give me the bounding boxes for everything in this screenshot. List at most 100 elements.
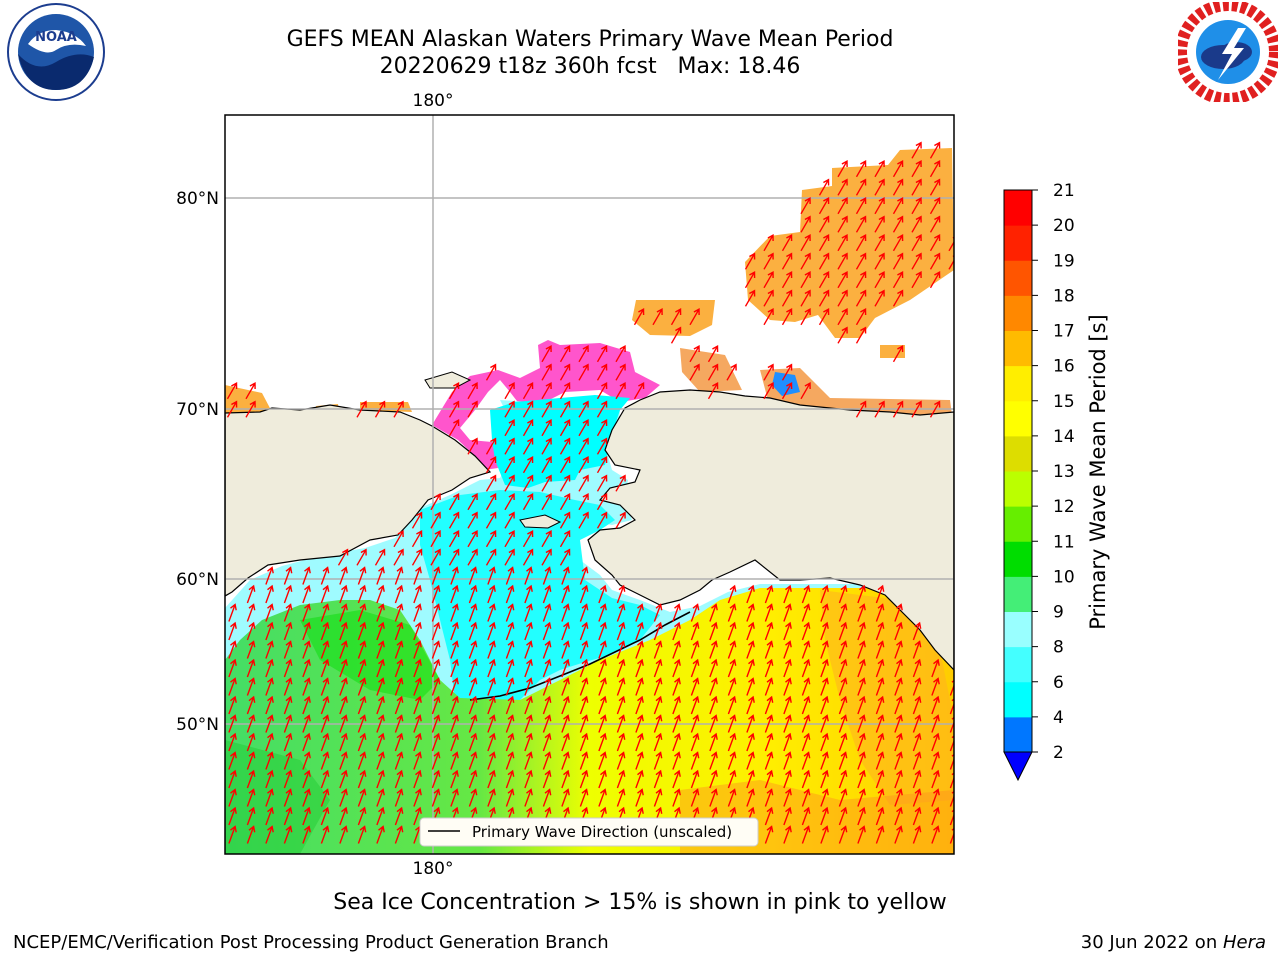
wave-arrow-icon — [874, 160, 885, 178]
wave-arrow-icon — [320, 769, 330, 789]
title-line-1: GEFS MEAN Alaskan Waters Primary Wave Me… — [286, 27, 894, 52]
wave-arrow-icon — [413, 640, 422, 659]
wave-arrow-icon — [578, 363, 589, 381]
wave-arrow-icon — [468, 621, 478, 641]
wave-arrow-icon — [838, 621, 848, 641]
wave-arrow-icon — [763, 289, 774, 307]
wave-arrow-icon — [265, 677, 274, 696]
wave-arrow-icon — [764, 732, 774, 752]
wave-arrow-icon — [764, 788, 774, 807]
wave-arrow-icon — [357, 825, 367, 844]
wave-arrow-icon — [912, 732, 922, 752]
legend-label: Primary Wave Direction (unscaled) — [472, 823, 732, 841]
wave-arrow-icon — [302, 732, 311, 752]
wave-arrow-icon — [820, 788, 829, 807]
map-area: Primary Wave Direction (unscaled) — [225, 115, 954, 854]
wave-arrow-icon — [911, 400, 922, 418]
wave-arrow-icon — [579, 603, 589, 622]
wave-arrow-icon — [542, 566, 552, 585]
lat-label-80n: 80°N — [176, 189, 219, 209]
wave-arrow-icon — [838, 658, 848, 678]
colorbar-tick-label: 18 — [1053, 286, 1075, 306]
wave-arrow-icon — [561, 677, 570, 696]
wave-arrow-icon — [820, 714, 829, 733]
wave-arrow-icon — [911, 234, 922, 252]
wave-arrow-icon — [838, 806, 848, 826]
wave-arrow-icon — [875, 677, 885, 696]
wave-arrow-icon — [487, 751, 496, 770]
wave-arrow-icon — [781, 289, 793, 307]
colorbar-tick-label: 19 — [1053, 251, 1075, 271]
wave-arrow-icon — [302, 566, 311, 585]
wave-arrow-icon — [598, 714, 607, 733]
wave-arrow-icon — [265, 621, 274, 641]
wave-arrow-icon — [912, 751, 922, 770]
wave-arrow-icon — [820, 621, 829, 641]
wave-arrow-icon — [837, 215, 848, 233]
wave-arrow-icon — [579, 677, 589, 696]
wave-arrow-icon — [633, 308, 645, 326]
wave-arrow-icon — [487, 621, 496, 641]
wave-arrow-icon — [746, 658, 755, 678]
wave-arrow-icon — [690, 769, 700, 789]
wave-arrow-icon — [448, 493, 460, 511]
wave-arrow-icon — [339, 788, 348, 807]
wave-arrow-icon — [818, 234, 830, 252]
wave-arrow-icon — [855, 326, 867, 344]
wave-arrow-icon — [596, 400, 608, 418]
wave-arrow-icon — [837, 178, 848, 196]
wave-arrow-icon — [431, 788, 441, 807]
wave-arrow-icon — [559, 437, 571, 455]
wave-arrow-icon — [892, 197, 904, 215]
wave-arrow-icon — [431, 603, 441, 622]
wave-arrow-icon — [838, 695, 848, 715]
wave-arrow-icon — [357, 658, 367, 678]
wave-arrow-icon — [394, 806, 404, 826]
wave-arrow-icon — [413, 732, 422, 752]
colorbar-segment — [1004, 471, 1032, 507]
wave-arrow-icon — [246, 603, 256, 622]
wave-arrow-icon — [892, 234, 904, 252]
wave-arrow-icon — [783, 751, 792, 770]
wave-arrow-icon — [875, 621, 885, 641]
wave-arrow-icon — [875, 806, 885, 826]
wave-arrow-icon — [283, 751, 293, 770]
wave-arrow-icon — [356, 400, 367, 418]
colorbar-segment — [1004, 435, 1032, 472]
wave-arrow-icon — [467, 400, 478, 418]
wave-arrow-icon — [857, 695, 866, 715]
wave-arrow-icon — [800, 252, 811, 270]
wave-arrow-icon — [559, 419, 571, 437]
wave-arrow-icon — [690, 788, 700, 807]
wave-arrow-icon — [320, 695, 330, 715]
ice-edge-magenta — [432, 340, 660, 470]
wave-arrow-icon — [431, 751, 441, 770]
wave-arrow-icon — [413, 677, 422, 696]
wave-arrow-icon — [912, 806, 922, 826]
wave-arrow-icon — [653, 769, 663, 789]
wave-arrow-icon — [838, 584, 848, 604]
noaa-logo-icon: NOAA — [7, 3, 105, 101]
wave-arrow-icon — [504, 511, 515, 529]
wave-arrow-icon — [616, 677, 626, 696]
colorbar-tick-label: 20 — [1053, 216, 1075, 236]
wave-arrow-icon — [801, 677, 811, 696]
wave-arrow-icon — [818, 308, 830, 326]
wave-arrow-icon — [320, 788, 330, 807]
wave-arrow-icon — [505, 769, 515, 789]
wave-arrow-icon — [450, 751, 459, 770]
wave-arrow-icon — [411, 511, 423, 529]
wave-arrow-icon — [837, 289, 848, 307]
wave-arrow-icon — [357, 732, 367, 752]
wave-arrow-icon — [855, 178, 867, 196]
wave-arrow-icon — [746, 751, 755, 770]
wave-arrow-icon — [709, 732, 718, 752]
wave-arrow-icon — [931, 677, 940, 696]
wave-arrow-icon — [246, 584, 256, 604]
wave-arrow-icon — [487, 769, 496, 789]
wave-arrow-icon — [542, 788, 552, 807]
wave-arrow-icon — [744, 289, 756, 307]
wave-arrow-icon — [875, 695, 885, 715]
wave-arrow-icon — [450, 603, 459, 622]
wave-arrow-icon — [394, 584, 404, 604]
